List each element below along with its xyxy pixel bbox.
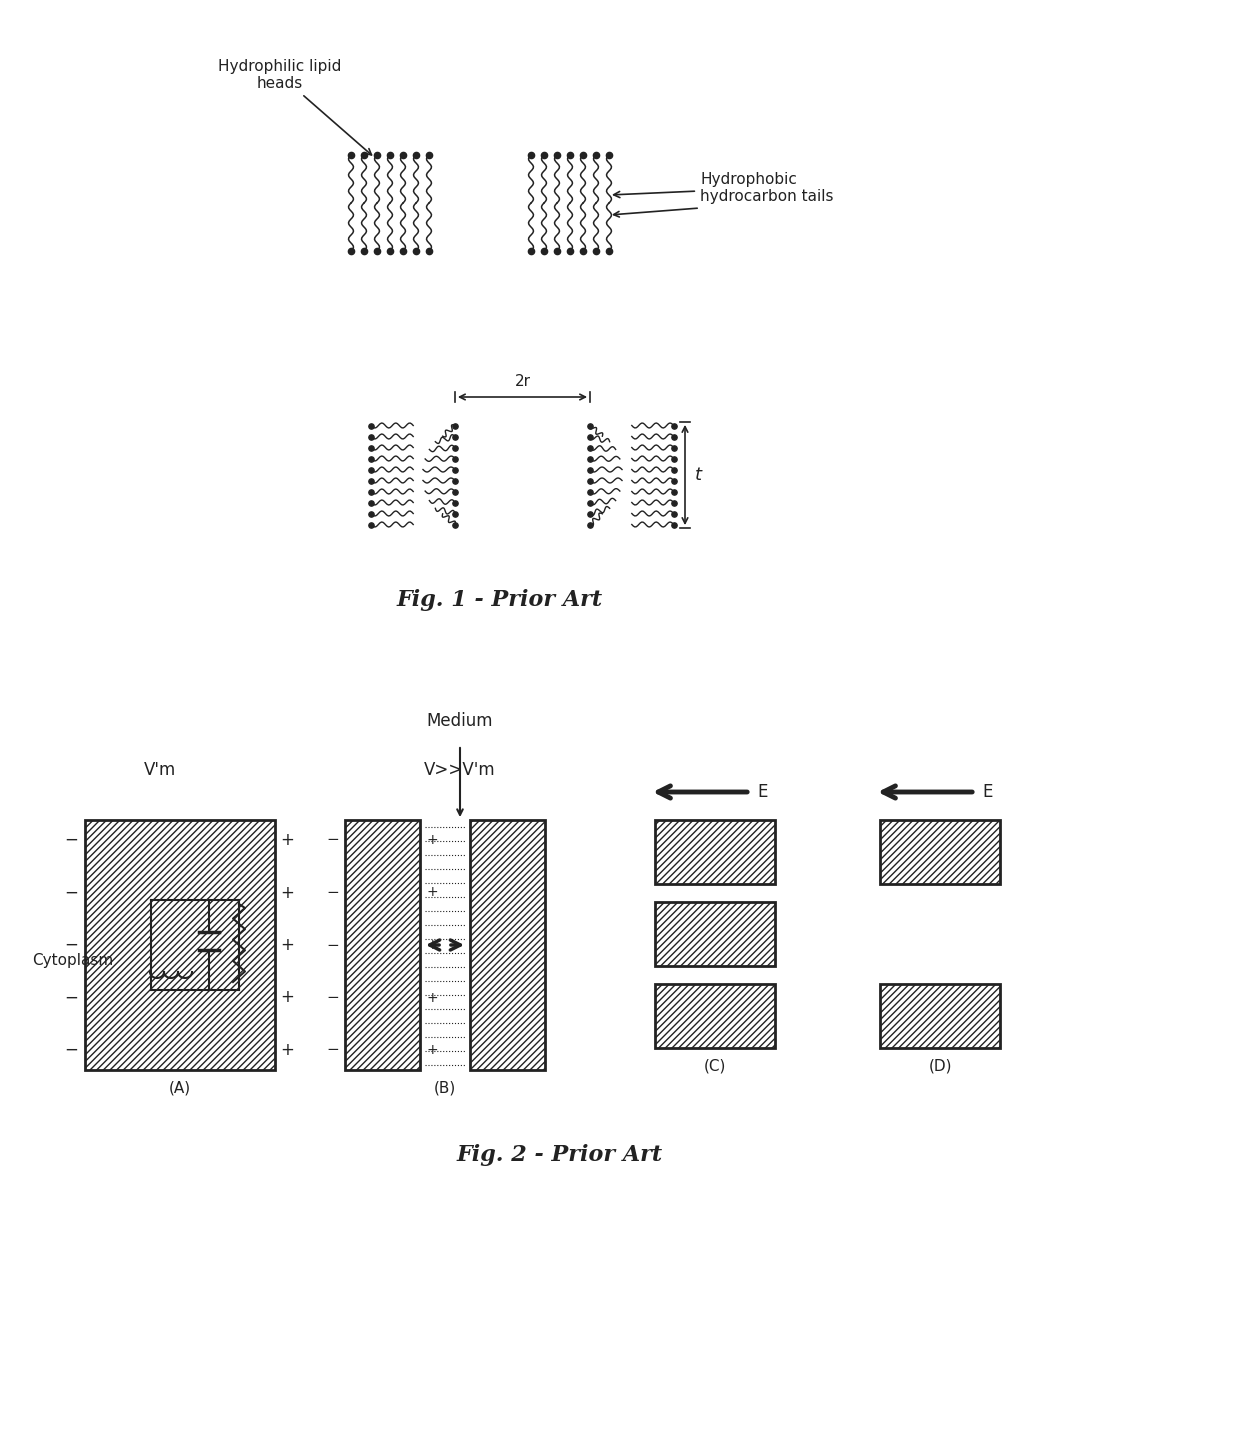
Text: +: + [427,991,438,1004]
Text: −: − [64,1041,78,1060]
Bar [880,821,999,884]
Text: −: − [64,937,78,954]
Text: (A): (A) [169,1081,191,1095]
Text: −: − [326,1042,340,1057]
Text: Cytoplasm: Cytoplasm [32,952,113,968]
Text: −: − [326,990,340,1005]
Text: +: + [280,884,294,902]
Text: +: + [427,833,438,846]
Text: +: + [427,885,438,899]
Text: +: + [280,988,294,1007]
Text: 2r: 2r [515,374,531,390]
Text: E: E [756,783,768,800]
Text: t: t [694,465,702,484]
Text: Fig. 2 - Prior Art: Fig. 2 - Prior Art [456,1144,663,1166]
Text: Hydrophilic lipid
heads: Hydrophilic lipid heads [218,59,372,155]
Text: +: + [280,1041,294,1060]
Text: Medium: Medium [427,712,494,730]
Bar [880,984,999,1048]
Bar [470,821,546,1070]
Bar [86,821,275,1070]
Text: −: − [326,938,340,952]
Bar [345,821,420,1070]
Text: +: + [280,831,294,849]
Text: (C): (C) [704,1058,727,1074]
Text: Hydrophobic
hydrocarbon tails: Hydrophobic hydrocarbon tails [614,172,833,205]
Text: −: − [64,988,78,1007]
Text: −: − [64,884,78,902]
Bar [655,821,775,884]
Text: Fig. 1 - Prior Art: Fig. 1 - Prior Art [397,589,603,611]
Text: E: E [982,783,992,800]
Text: (D): (D) [929,1058,952,1074]
Bar [655,902,775,967]
Text: V'm: V'm [144,760,176,779]
Text: (B): (B) [434,1081,456,1095]
Text: V>>V'm: V>>V'm [424,760,496,779]
Bar [655,984,775,1048]
Text: +: + [427,1042,438,1057]
Text: −: − [326,885,340,899]
Text: −: − [326,832,340,848]
Text: +: + [280,937,294,954]
Text: +: + [427,938,438,952]
Text: −: − [64,831,78,849]
